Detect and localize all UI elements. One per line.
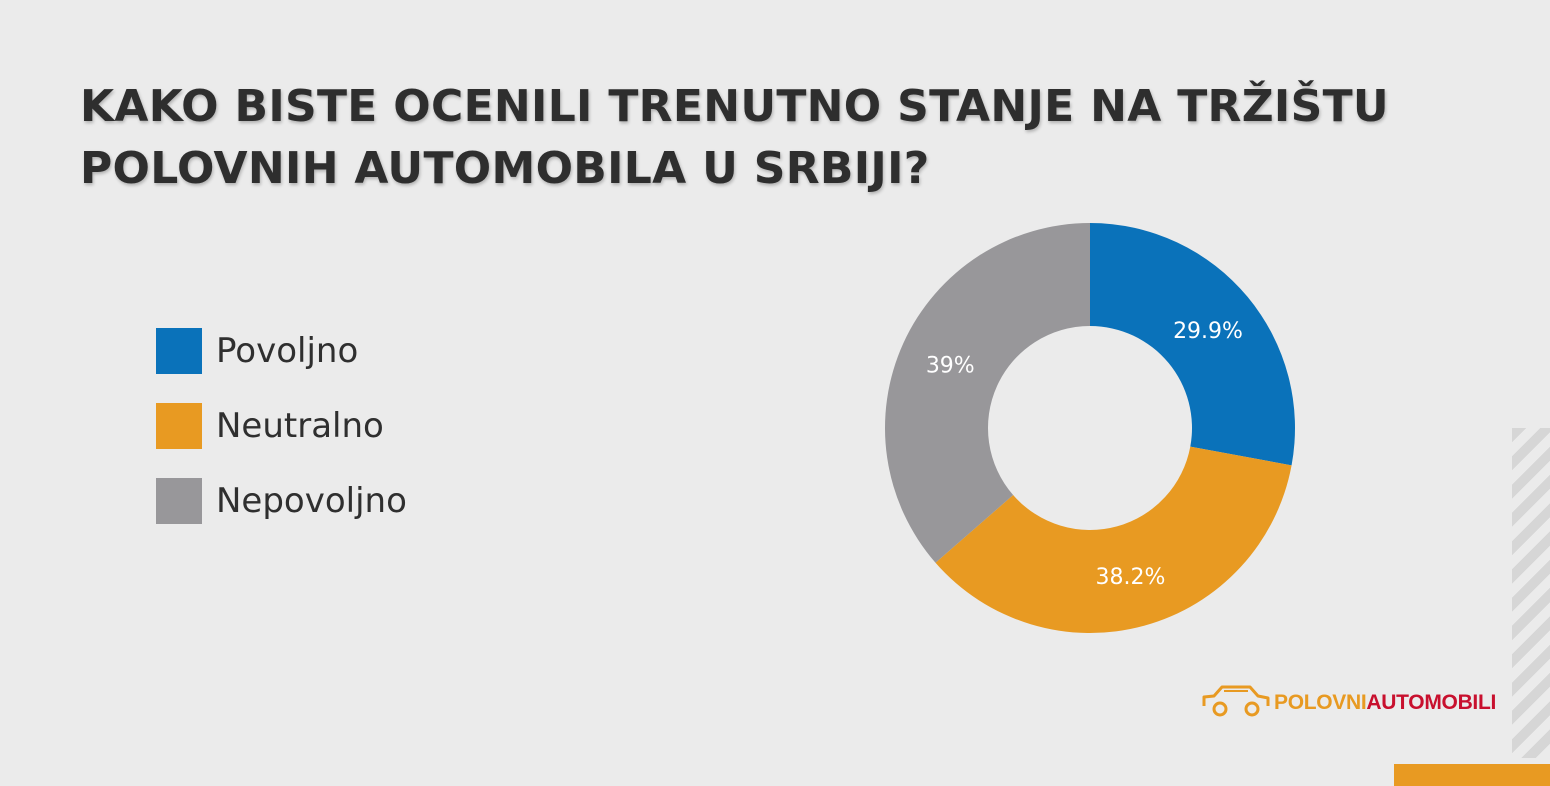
title-line-2: POLOVNIH AUTOMOBILA U SRBIJI? bbox=[80, 143, 930, 194]
decorative-stripes bbox=[1512, 428, 1550, 758]
car-outline-icon bbox=[1202, 685, 1270, 717]
legend-swatch-povoljno bbox=[156, 328, 202, 374]
brand-part-1: POLOVNI bbox=[1274, 691, 1367, 714]
legend-label-nepovoljno: Nepovoljno bbox=[216, 481, 407, 521]
legend-label-povoljno: Povoljno bbox=[216, 331, 359, 371]
legend-swatch-nepovoljno bbox=[156, 478, 202, 524]
legend-label-neutralno: Neutralno bbox=[216, 406, 384, 446]
title-line-1: KAKO BISTE OCENILI TRENUTNO STANJE NA TR… bbox=[80, 81, 1389, 132]
decorative-orange-bar bbox=[1394, 764, 1550, 786]
brand-part-2: AUTOMOBILI bbox=[1366, 691, 1497, 714]
donut-slice-povoljno bbox=[1090, 223, 1295, 466]
brand-wordmark: POLOVNIAUTOMOBILI bbox=[1274, 690, 1496, 716]
donut-slice-nepovoljno bbox=[885, 223, 1090, 563]
slice-label-nepovoljno: 39% bbox=[926, 353, 975, 378]
slice-label-povoljno: 29.9% bbox=[1173, 319, 1243, 344]
slice-label-neutralno: 38.2% bbox=[1096, 565, 1166, 590]
legend-swatch-neutralno bbox=[156, 403, 202, 449]
page-title: KAKO BISTE OCENILI TRENUTNO STANJE NA TR… bbox=[80, 76, 1480, 200]
brand-logo: POLOVNIAUTOMOBILI bbox=[1200, 682, 1496, 722]
donut-slice-neutralno bbox=[935, 446, 1292, 633]
